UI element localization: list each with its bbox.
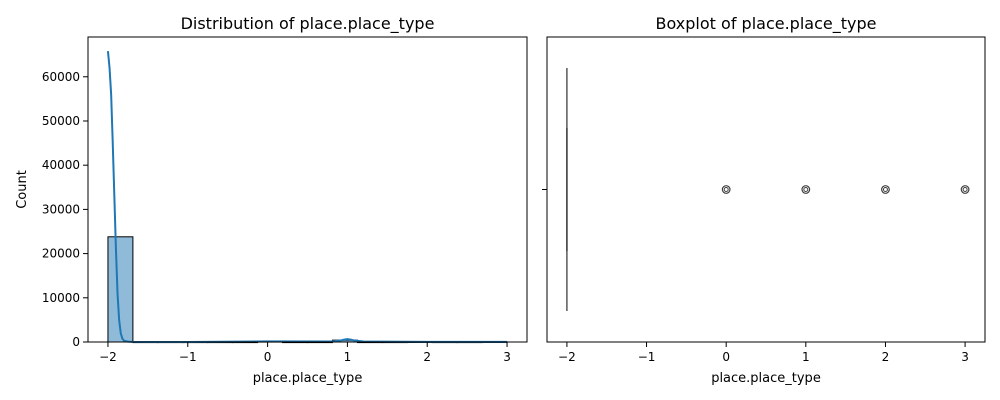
histogram-x-tick-label: 1 [344, 350, 352, 364]
boxplot-x-tick-label: 2 [882, 350, 890, 364]
histogram-x-tick-label: −2 [99, 350, 117, 364]
histogram-y-ticks: 0 10000 20000 30000 40000 50000 60000 [42, 70, 88, 349]
boxplot-x-tick-label: −1 [638, 350, 656, 364]
histogram-y-tick-label: 60000 [42, 70, 80, 84]
boxplot-title: Boxplot of place.place_type [656, 14, 877, 34]
outlier-point [723, 187, 729, 192]
histogram-x-tick-label: −1 [179, 350, 197, 364]
histogram-x-tick-label: 2 [423, 350, 431, 364]
boxplot-plot-area [566, 68, 970, 311]
histogram-x-tick-label: 0 [264, 350, 272, 364]
outlier-point [960, 185, 970, 194]
outlier-point [721, 185, 731, 194]
histogram-x-ticks: −2 −1 0 1 2 3 [99, 342, 511, 364]
boxplot-x-tick-label: −2 [558, 350, 576, 364]
histogram-y-tick-label: 30000 [42, 202, 80, 216]
boxplot-x-tick-label: 3 [961, 350, 969, 364]
histogram-title: Distribution of place.place_type [181, 14, 435, 34]
histogram-y-tick-label: 40000 [42, 158, 80, 172]
boxplot-x-tick-label: 1 [802, 350, 810, 364]
histogram-frame [87, 36, 528, 343]
histogram-y-tick-label: 50000 [42, 114, 80, 128]
histogram-panel: Distribution of place.place_type −2 −1 0 1 2… [15, 14, 528, 386]
histogram-x-axis-label: place.place_type [253, 371, 363, 386]
histogram-y-tick-label: 10000 [42, 291, 80, 305]
histogram-x-tick-label: 3 [503, 350, 511, 364]
boxplot-x-tick-label: 0 [722, 350, 730, 364]
outlier-point [801, 185, 811, 194]
boxplot-x-axis-label: place.place_type [711, 371, 821, 386]
outlier-point [881, 185, 890, 194]
histogram-y-tick-label: 0 [72, 335, 80, 349]
boxplot-frame [546, 36, 986, 343]
kde-line [106, 51, 508, 343]
outlier-point [803, 187, 809, 192]
outlier-point [962, 187, 968, 192]
outlier-point [882, 187, 888, 192]
histogram-y-tick-label: 20000 [42, 247, 80, 261]
histogram-plot-area [106, 51, 508, 344]
histogram-y-axis-label: Count [15, 170, 30, 209]
boxplot-panel: Boxplot of place.place_type −2 −1 0 1 2 3 pla… [542, 14, 986, 386]
boxplot-x-ticks: −2 −1 0 1 2 3 [558, 342, 969, 364]
